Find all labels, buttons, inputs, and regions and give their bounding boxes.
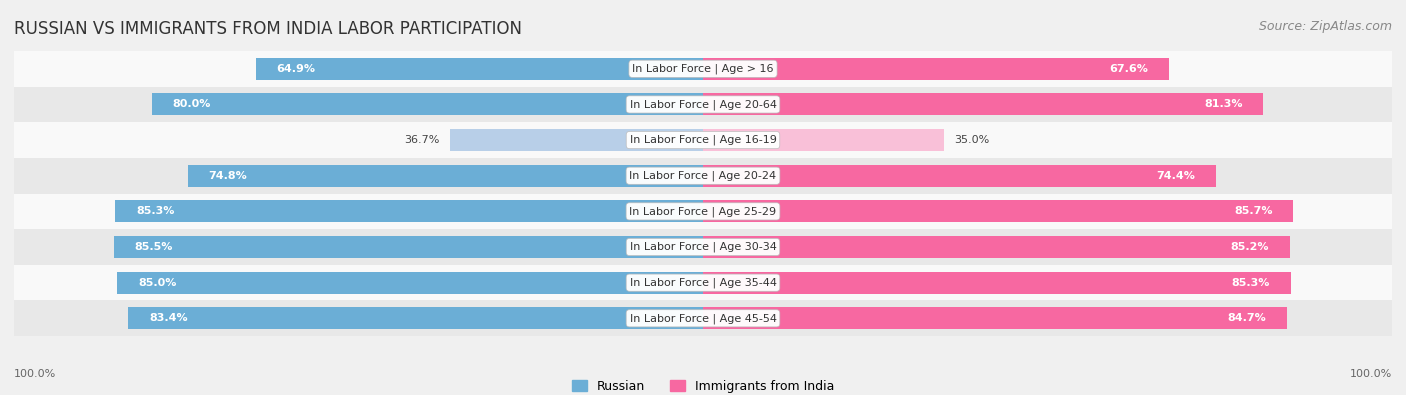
Bar [114, 236, 703, 258]
Text: 35.0%: 35.0% [955, 135, 990, 145]
Bar [703, 93, 1263, 115]
Text: 84.7%: 84.7% [1227, 313, 1265, 324]
Bar [703, 129, 945, 151]
Text: 85.3%: 85.3% [1232, 278, 1270, 288]
Bar [703, 307, 1286, 329]
Bar [14, 265, 1392, 301]
Bar [115, 200, 703, 222]
Bar [703, 272, 1291, 294]
Text: 85.0%: 85.0% [138, 278, 176, 288]
Text: In Labor Force | Age > 16: In Labor Force | Age > 16 [633, 64, 773, 74]
Text: Source: ZipAtlas.com: Source: ZipAtlas.com [1258, 20, 1392, 33]
Bar [14, 194, 1392, 229]
Bar [187, 165, 703, 187]
Text: In Labor Force | Age 35-44: In Labor Force | Age 35-44 [630, 277, 776, 288]
Legend: Russian, Immigrants from India: Russian, Immigrants from India [567, 375, 839, 395]
Text: 100.0%: 100.0% [14, 369, 56, 379]
Text: 64.9%: 64.9% [277, 64, 315, 74]
Text: 85.2%: 85.2% [1230, 242, 1270, 252]
Text: 85.5%: 85.5% [135, 242, 173, 252]
Text: 100.0%: 100.0% [1350, 369, 1392, 379]
Text: In Labor Force | Age 20-64: In Labor Force | Age 20-64 [630, 99, 776, 110]
Text: In Labor Force | Age 25-29: In Labor Force | Age 25-29 [630, 206, 776, 216]
Bar [152, 93, 703, 115]
Text: 83.4%: 83.4% [149, 313, 188, 324]
Bar [703, 200, 1294, 222]
Bar [14, 87, 1392, 122]
Bar [14, 229, 1392, 265]
Text: 74.8%: 74.8% [208, 171, 247, 181]
Bar [14, 122, 1392, 158]
Text: RUSSIAN VS IMMIGRANTS FROM INDIA LABOR PARTICIPATION: RUSSIAN VS IMMIGRANTS FROM INDIA LABOR P… [14, 20, 522, 38]
Bar [703, 236, 1289, 258]
Text: 85.3%: 85.3% [136, 206, 174, 216]
Text: 74.4%: 74.4% [1156, 171, 1195, 181]
Bar [450, 129, 703, 151]
Text: 67.6%: 67.6% [1109, 64, 1149, 74]
Bar [703, 58, 1168, 80]
Text: 85.7%: 85.7% [1234, 206, 1272, 216]
Text: In Labor Force | Age 20-24: In Labor Force | Age 20-24 [630, 171, 776, 181]
Bar [128, 307, 703, 329]
Text: In Labor Force | Age 16-19: In Labor Force | Age 16-19 [630, 135, 776, 145]
Bar [14, 301, 1392, 336]
Bar [14, 51, 1392, 87]
Bar [256, 58, 703, 80]
Text: 36.7%: 36.7% [405, 135, 440, 145]
Text: 81.3%: 81.3% [1204, 100, 1243, 109]
Bar [703, 165, 1216, 187]
Text: 80.0%: 80.0% [173, 100, 211, 109]
Bar [117, 272, 703, 294]
Bar [14, 158, 1392, 194]
Text: In Labor Force | Age 30-34: In Labor Force | Age 30-34 [630, 242, 776, 252]
Text: In Labor Force | Age 45-54: In Labor Force | Age 45-54 [630, 313, 776, 324]
